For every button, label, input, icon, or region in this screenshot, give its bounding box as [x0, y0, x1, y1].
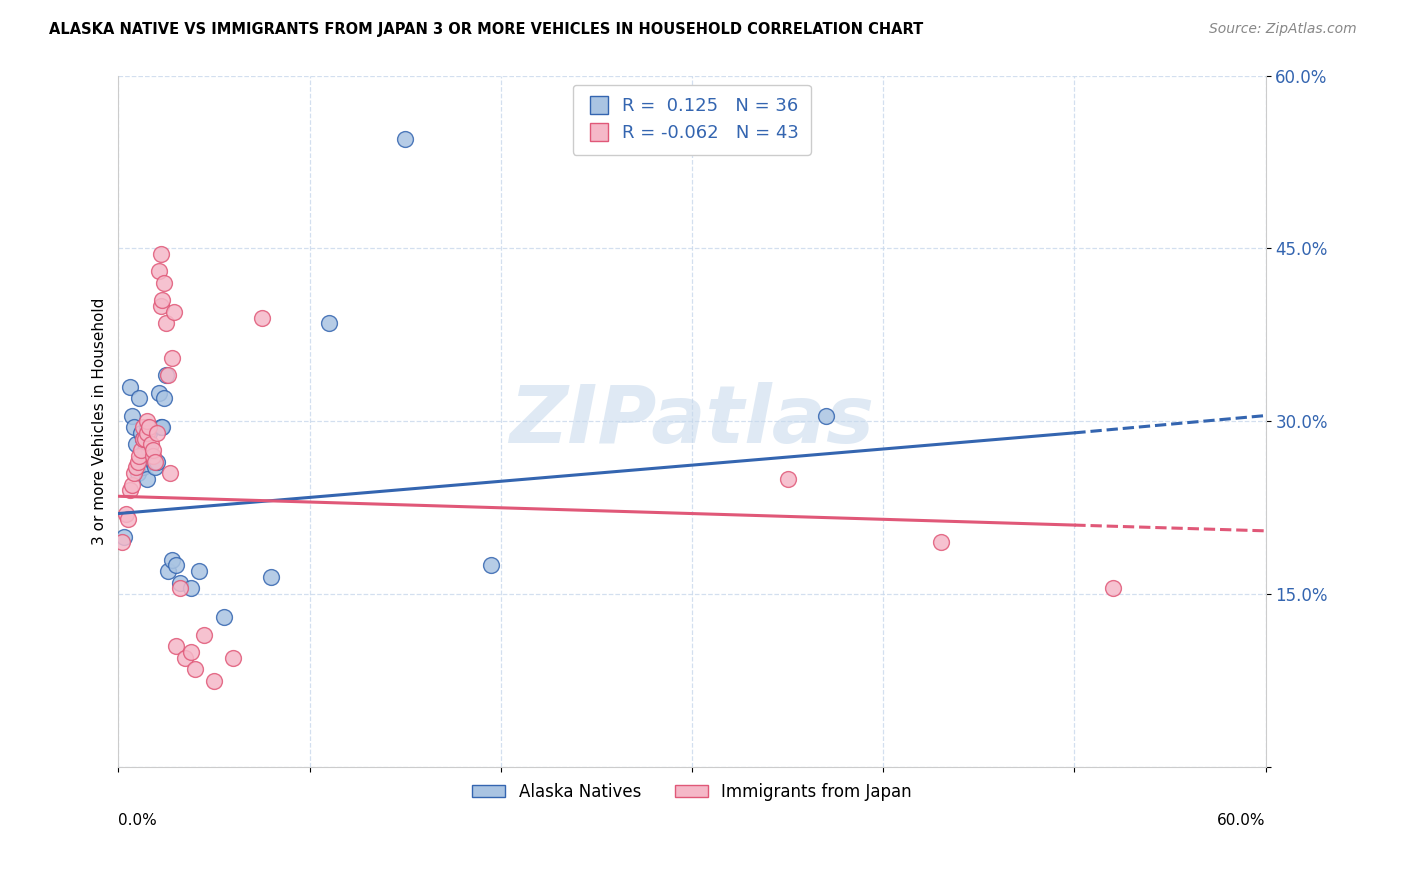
Point — [136, 414, 159, 428]
Point — [145, 425, 167, 440]
Point — [152, 420, 174, 434]
Point — [148, 264, 170, 278]
Point — [134, 443, 156, 458]
Y-axis label: 3 or more Vehicles in Household: 3 or more Vehicles in Household — [93, 298, 107, 545]
Point — [145, 455, 167, 469]
Point — [149, 420, 172, 434]
Point — [318, 317, 340, 331]
Point — [115, 507, 138, 521]
Point — [157, 368, 180, 383]
Point — [138, 420, 160, 434]
Point — [159, 467, 181, 481]
Point — [155, 317, 177, 331]
Point — [153, 276, 176, 290]
Text: 60.0%: 60.0% — [1218, 814, 1265, 829]
Point — [212, 610, 235, 624]
Point — [122, 420, 145, 434]
Point — [124, 460, 146, 475]
Point — [131, 425, 153, 440]
Point — [180, 582, 202, 596]
Point — [132, 420, 155, 434]
Point — [138, 443, 160, 458]
Point — [111, 535, 134, 549]
Point — [122, 467, 145, 481]
Point — [142, 449, 165, 463]
Point — [157, 564, 180, 578]
Point — [169, 575, 191, 590]
Point — [136, 420, 159, 434]
Point — [148, 385, 170, 400]
Point — [117, 512, 139, 526]
Point — [1101, 582, 1123, 596]
Point — [160, 552, 183, 566]
Point — [139, 437, 162, 451]
Point — [193, 627, 215, 641]
Point — [136, 425, 159, 440]
Point — [134, 432, 156, 446]
Point — [128, 449, 150, 463]
Point — [160, 351, 183, 365]
Point — [138, 425, 160, 440]
Point — [222, 650, 245, 665]
Text: Source: ZipAtlas.com: Source: ZipAtlas.com — [1209, 22, 1357, 37]
Point — [776, 472, 799, 486]
Point — [149, 299, 172, 313]
Point — [169, 582, 191, 596]
Point — [149, 247, 172, 261]
Point — [152, 293, 174, 308]
Point — [127, 467, 149, 481]
Point — [260, 570, 283, 584]
Point — [121, 409, 143, 423]
Point — [143, 455, 166, 469]
Point — [174, 650, 197, 665]
Point — [187, 564, 209, 578]
Point — [136, 472, 159, 486]
Point — [127, 455, 149, 469]
Point — [142, 455, 165, 469]
Point — [165, 639, 187, 653]
Point — [124, 437, 146, 451]
Point — [184, 662, 207, 676]
Point — [479, 558, 502, 573]
Point — [132, 432, 155, 446]
Point — [118, 380, 141, 394]
Point — [143, 460, 166, 475]
Point — [394, 132, 416, 146]
Legend: Alaska Natives, Immigrants from Japan: Alaska Natives, Immigrants from Japan — [465, 776, 918, 807]
Point — [139, 449, 162, 463]
Point — [131, 443, 153, 458]
Point — [118, 483, 141, 498]
Point — [128, 392, 150, 406]
Point — [163, 305, 186, 319]
Point — [132, 432, 155, 446]
Text: 0.0%: 0.0% — [118, 814, 157, 829]
Point — [121, 477, 143, 491]
Point — [155, 368, 177, 383]
Text: ALASKA NATIVE VS IMMIGRANTS FROM JAPAN 3 OR MORE VEHICLES IN HOUSEHOLD CORRELATI: ALASKA NATIVE VS IMMIGRANTS FROM JAPAN 3… — [49, 22, 924, 37]
Point — [180, 645, 202, 659]
Point — [202, 673, 225, 688]
Point — [165, 558, 187, 573]
Point — [153, 392, 176, 406]
Text: ZIPatlas: ZIPatlas — [509, 383, 875, 460]
Point — [929, 535, 952, 549]
Point — [250, 310, 273, 325]
Point — [132, 460, 155, 475]
Point — [142, 443, 165, 458]
Point — [814, 409, 837, 423]
Point — [112, 530, 135, 544]
